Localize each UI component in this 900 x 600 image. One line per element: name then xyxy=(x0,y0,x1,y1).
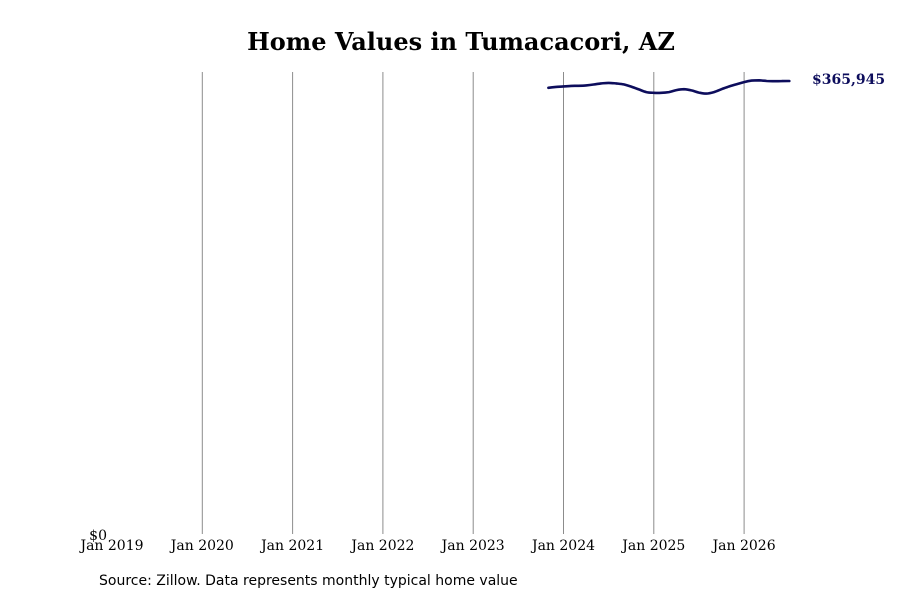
data-point xyxy=(660,92,662,94)
data-point xyxy=(683,88,685,90)
data-point xyxy=(728,85,730,87)
data-point xyxy=(570,85,572,87)
data-point xyxy=(653,92,655,94)
x-tick-label: Jan 2020 xyxy=(169,538,234,554)
data-point xyxy=(713,91,715,93)
x-tick-label: Jan 2026 xyxy=(711,538,776,554)
data-point xyxy=(690,89,692,91)
data-point xyxy=(668,91,670,93)
data-point xyxy=(585,84,587,86)
data-point xyxy=(758,79,760,81)
data-point xyxy=(720,88,722,90)
data-point xyxy=(555,86,557,88)
data-point xyxy=(705,92,707,94)
source-note: Source: Zillow. Data represents monthly … xyxy=(99,573,518,589)
data-point xyxy=(788,80,790,82)
data-point xyxy=(645,91,647,93)
data-point xyxy=(592,83,594,85)
data-point xyxy=(607,82,609,84)
data-point xyxy=(615,82,617,84)
data-point xyxy=(781,80,783,82)
data-point xyxy=(600,82,602,84)
data-point xyxy=(638,88,640,90)
data-point xyxy=(773,80,775,82)
y-tick-label: $0 xyxy=(89,528,107,544)
data-point xyxy=(630,85,632,87)
chart-title: Home Values in Tumacacori, AZ xyxy=(247,27,675,56)
data-point xyxy=(623,83,625,85)
data-point xyxy=(577,85,579,87)
x-tick-label: Jan 2022 xyxy=(349,538,414,554)
x-tick-label: Jan 2025 xyxy=(620,538,685,554)
data-point xyxy=(743,81,745,83)
data-point xyxy=(766,80,768,82)
data-point xyxy=(698,91,700,93)
series-line xyxy=(547,79,791,95)
data-point xyxy=(562,85,564,87)
x-tick-label: Jan 2019 xyxy=(78,538,143,554)
x-tick-label: Jan 2021 xyxy=(259,538,324,554)
x-tick-label: Jan 2023 xyxy=(440,538,505,554)
data-point xyxy=(675,89,677,91)
end-value-label: $365,945 xyxy=(812,72,885,88)
data-point xyxy=(735,83,737,85)
data-point xyxy=(750,79,752,81)
x-tick-label: Jan 2024 xyxy=(530,538,595,554)
data-point xyxy=(547,87,549,89)
